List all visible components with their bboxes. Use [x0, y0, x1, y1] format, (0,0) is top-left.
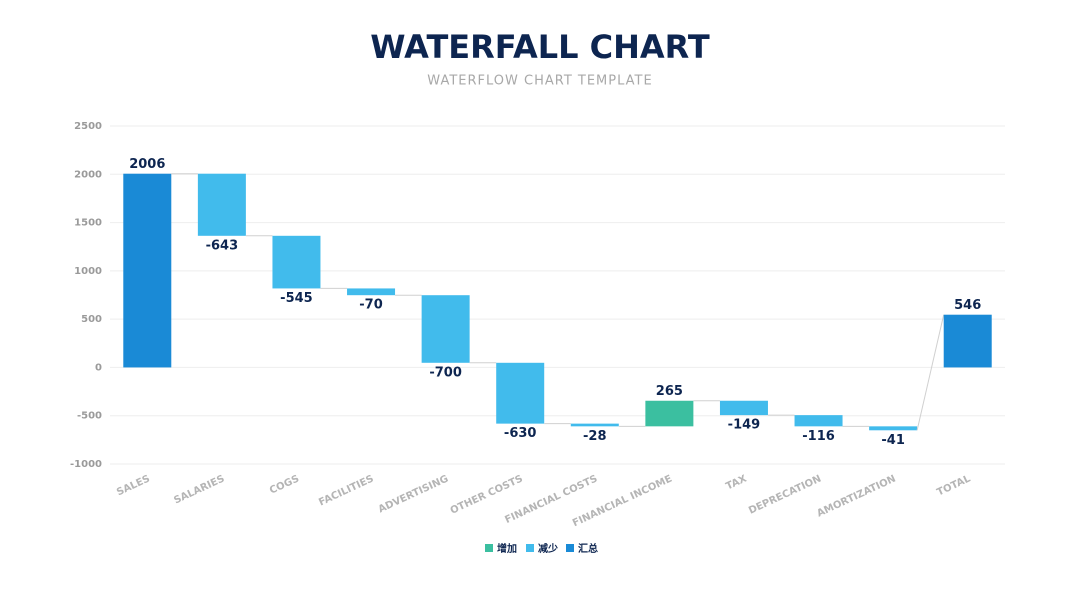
- bar: [496, 362, 545, 424]
- value-label: 265: [656, 384, 683, 399]
- legend-label: 汇总: [578, 542, 598, 555]
- x-tick-label: FACILITIES: [317, 473, 375, 508]
- chart-title: WATERFALL CHART: [370, 28, 710, 66]
- y-tick-label: -500: [77, 411, 102, 422]
- value-label: -70: [359, 298, 383, 313]
- bar: [123, 173, 172, 368]
- legend-label: 增加: [497, 542, 517, 555]
- bar: [570, 423, 619, 427]
- bar: [869, 426, 918, 431]
- value-label: -28: [583, 429, 607, 444]
- value-label: -643: [206, 238, 239, 253]
- y-tick-label: 500: [81, 314, 102, 325]
- value-label: -149: [728, 418, 761, 433]
- x-tick-label: DEPRECATION: [747, 473, 823, 516]
- value-label: -630: [504, 426, 537, 441]
- x-tick-label: SALES: [115, 473, 152, 498]
- legend-swatch: [485, 544, 493, 552]
- bar: [645, 400, 694, 427]
- bar: [794, 415, 843, 427]
- value-label: -700: [429, 365, 462, 380]
- y-tick-label: 1500: [74, 218, 102, 229]
- value-label: 546: [954, 298, 981, 313]
- bar: [943, 314, 992, 368]
- value-label: -116: [802, 429, 835, 444]
- x-tick-label: COGS: [268, 473, 301, 496]
- bar: [719, 400, 768, 416]
- connector: [916, 314, 945, 431]
- x-tick-label: AMORTIZATION: [815, 473, 897, 519]
- x-tick-label: OTHER COSTS: [449, 473, 525, 516]
- y-tick-label: 2000: [74, 169, 102, 180]
- legend-swatch: [566, 544, 574, 552]
- y-tick-label: 1000: [74, 266, 102, 277]
- y-tick-label: 2500: [74, 121, 102, 132]
- bar: [272, 235, 321, 289]
- x-tick-label: TAX: [724, 473, 748, 492]
- bar: [421, 295, 470, 363]
- chart-subtitle: WATERFLOW CHART TEMPLATE: [427, 74, 652, 89]
- legend-swatch: [526, 544, 534, 552]
- x-tick-label: SALARIES: [172, 473, 226, 506]
- value-label: -545: [280, 291, 313, 306]
- value-label: 2006: [129, 157, 165, 172]
- y-tick-label: -1000: [70, 459, 102, 470]
- bar: [197, 173, 246, 236]
- legend-label: 减少: [538, 542, 558, 555]
- x-tick-label: ADVERTISING: [377, 473, 450, 515]
- y-tick-label: 0: [95, 362, 102, 373]
- bar: [347, 288, 396, 296]
- x-tick-label: TOTAL: [935, 473, 972, 498]
- value-label: -41: [881, 433, 905, 448]
